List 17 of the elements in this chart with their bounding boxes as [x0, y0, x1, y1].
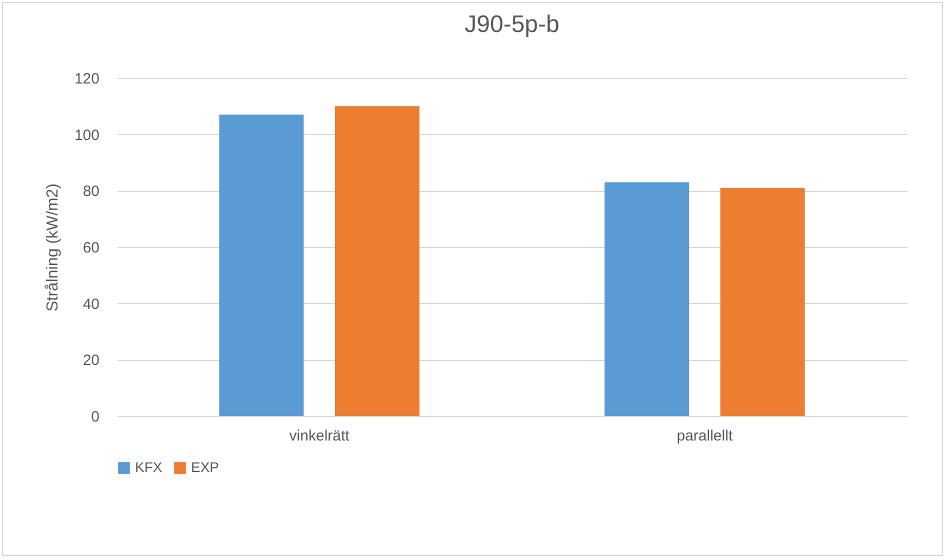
bar — [219, 114, 304, 416]
chart-title: J90-5p-b — [464, 11, 560, 38]
legend-label: EXP — [191, 459, 220, 475]
y-tick-label: 80 — [82, 183, 100, 200]
y-tick-label: 60 — [82, 240, 100, 256]
x-tick-label: parallellt — [676, 428, 734, 444]
y-tick-label: 120 — [74, 70, 100, 88]
y-tick-label: 20 — [82, 352, 100, 370]
y-tick-label: 40 — [82, 296, 100, 313]
y-axis-title: Strålning (kW/m2) — [44, 183, 62, 312]
bar — [334, 106, 420, 416]
y-tick-label: 100 — [74, 126, 100, 144]
bar — [604, 182, 690, 416]
x-tick-label: vinkelrätt — [289, 428, 350, 444]
bar — [720, 188, 805, 416]
legend-label: KFX — [135, 459, 163, 475]
y-tick-label: 0 — [91, 408, 100, 426]
